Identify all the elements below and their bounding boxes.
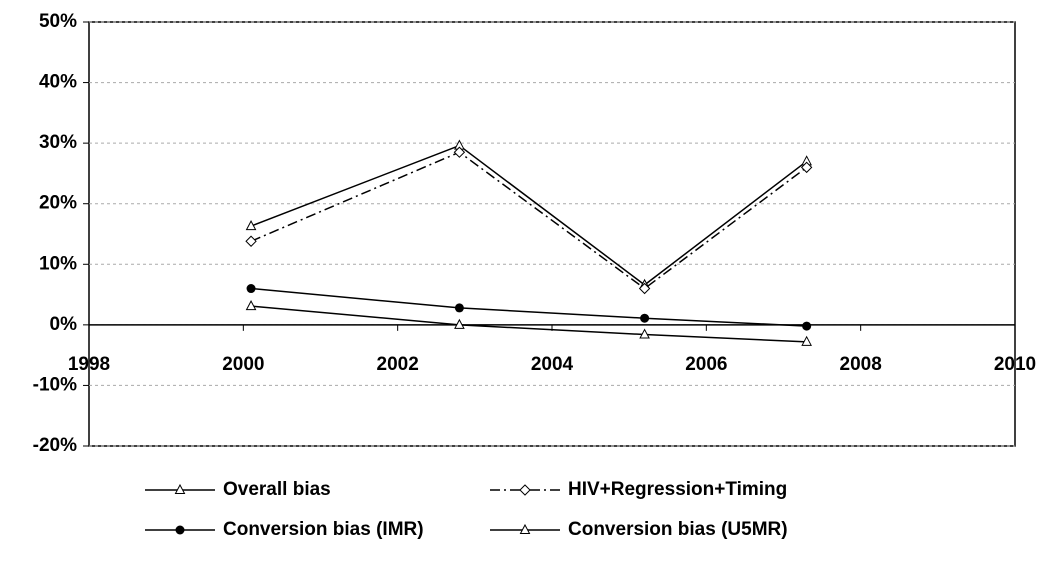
y-tick-label: 10% [39,253,77,274]
data-point [639,328,650,339]
data-point [454,318,465,329]
y-tick-label: 40% [39,72,77,93]
legend-marker [175,525,185,535]
y-tick-label: -20% [33,435,77,456]
y-tick-label: 50% [39,11,77,32]
y-tick-label: 0% [50,314,78,335]
data-point [453,146,466,158]
data-point [640,313,650,323]
data-point [802,321,812,331]
y-tick-label: 20% [39,193,77,214]
data-point [800,161,813,174]
x-tick-label: 2000 [222,354,264,375]
legend-marker [519,523,531,534]
x-tick-label: 2004 [531,354,574,375]
x-tick-label: 2002 [377,354,419,375]
plot-area [88,21,1016,447]
data-point [801,335,812,346]
y-tick-label: -10% [33,374,77,395]
legend-marker [519,484,531,496]
legend-label: Conversion bias (IMR) [223,519,424,540]
legend-marker [174,483,186,494]
data-point [638,282,651,295]
data-point [246,284,256,294]
data-point [245,235,257,247]
data-point [454,303,464,313]
y-tick-label: 30% [39,132,77,153]
series-line [250,305,807,343]
series-line [250,287,807,327]
legend-label: Overall bias [223,479,331,500]
legend-label: HIV+Regression+Timing [568,479,787,500]
legend-label: Conversion bias (U5MR) [568,519,788,540]
data-point [245,220,257,231]
series-line [250,144,808,286]
x-tick-label: 2006 [685,354,727,375]
series-line [250,151,808,290]
x-tick-label: 2010 [994,354,1036,375]
x-tick-label: 2008 [840,354,882,375]
x-tick-label: 1998 [68,354,110,375]
data-point [245,300,257,311]
